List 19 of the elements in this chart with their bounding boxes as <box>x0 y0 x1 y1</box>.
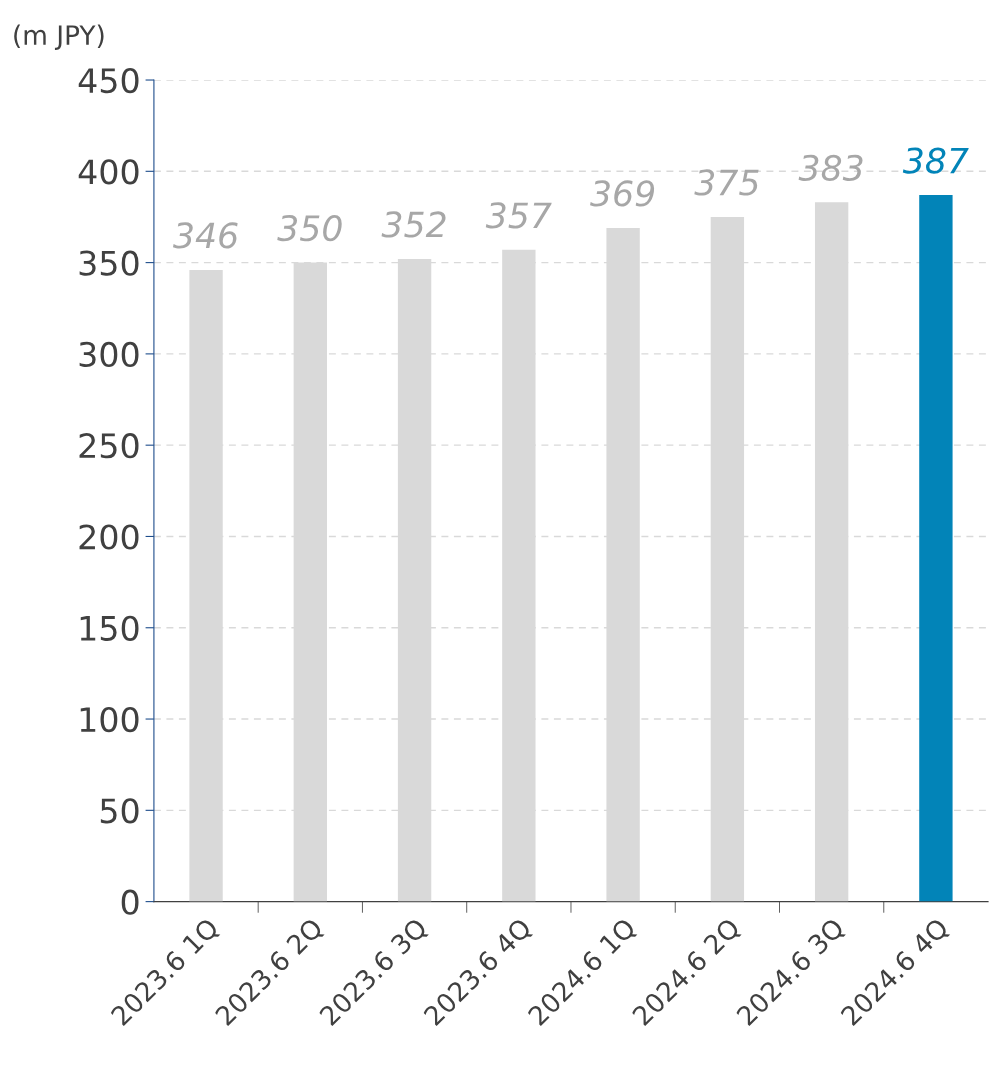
data-label: 375 <box>694 169 759 196</box>
y-tick-label: 250 <box>79 433 139 459</box>
y-tick-label: 100 <box>80 706 139 733</box>
y-tick-label: 350 <box>79 250 139 276</box>
y-axis-title: (m JPY) <box>14 24 104 50</box>
data-label: 350 <box>277 215 342 242</box>
data-label: 369 <box>590 180 655 207</box>
y-tick-label: 150 <box>80 615 139 641</box>
y-tick-label: 200 <box>79 524 139 550</box>
data-label: 387 <box>902 147 969 174</box>
data-label: 352 <box>381 211 446 238</box>
y-tick-label: 50 <box>100 798 139 824</box>
y-tick-label: 300 <box>79 341 139 368</box>
y-tick-label: 400 <box>78 159 139 185</box>
data-label: 357 <box>485 202 552 229</box>
data-label: 383 <box>798 154 863 182</box>
data-label: 346 <box>172 222 238 249</box>
y-tick-label: 0 <box>121 889 139 915</box>
y-tick-label: 450 <box>78 67 139 94</box>
